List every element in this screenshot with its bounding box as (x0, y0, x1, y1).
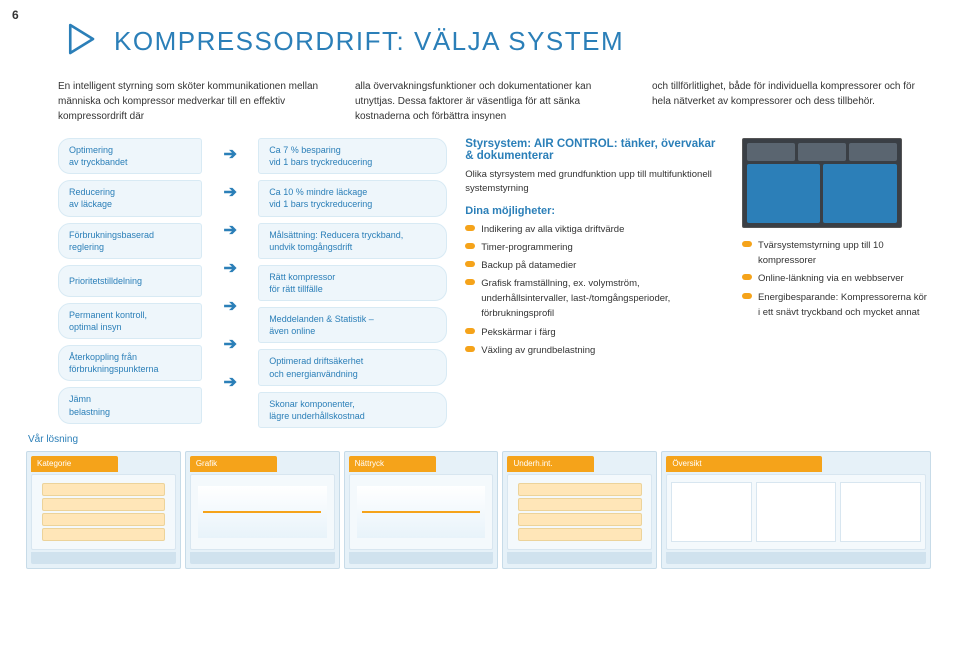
feature-bullet: Grafisk framställning, ex. volymström, u… (465, 276, 724, 322)
arrow-right-icon: ➔ (224, 296, 237, 316)
chip-right-3: Rätt kompressorför rätt tillfälle (258, 265, 447, 301)
title-row: KOMPRESSORDRIFT: VÄLJA SYSTEM (58, 18, 931, 65)
arrow-column: ➔ ➔ ➔ ➔ ➔ ➔ ➔ (220, 138, 240, 428)
intro-columns: En intelligent styrning som sköter kommu… (58, 79, 931, 124)
dash-panel-kategorie: Kategorie (26, 451, 181, 569)
solution-label: Vår lösning (28, 434, 931, 445)
chip-right-1: Ca 10 % mindre läckagevid 1 bars tryckre… (258, 180, 447, 216)
dash-panel-underh: Underh.int. (502, 451, 657, 569)
feature-bullets: Indikering av alla viktiga driftvärde Ti… (465, 222, 724, 359)
intro-col-1: En intelligent styrning som sköter kommu… (58, 79, 337, 124)
right-bullet: Tvärsystemstyrning upp till 10 kompresso… (742, 238, 931, 268)
feature-bullet: Indikering av alla viktiga driftvärde (465, 222, 724, 237)
chip-left-2: Förbrukningsbaseradreglering (58, 223, 202, 259)
chip-left-0: Optimeringav tryckbandet (58, 138, 202, 174)
chip-right-6: Skonar komponenter,lägre underhållskostn… (258, 392, 447, 428)
page-number: 6 (12, 8, 19, 22)
intro-col-3: och tillförlitlighet, både för individue… (652, 79, 931, 124)
feature-column: Styrsystem: AIR CONTROL: tänker, övervak… (465, 138, 724, 428)
feature-bullet: Växling av grundbelastning (465, 343, 724, 358)
dash-panel-oversikt: Översikt (661, 451, 931, 569)
intro-col-2: alla övervakningsfunktioner och dokument… (355, 79, 634, 124)
arrow-right-icon: ➔ (224, 334, 237, 354)
play-outline-icon (58, 18, 100, 65)
arrow-right-icon: ➔ (224, 258, 237, 278)
arrow-right-icon: ➔ (224, 182, 237, 202)
hmi-screenshot-thumb (742, 138, 902, 228)
feature-bullet: Backup på datamedier (465, 258, 724, 273)
right-bullet: Energibesparande: Kompressorerna kör i e… (742, 290, 931, 320)
feature-bullet: Pekskärmar i färg (465, 325, 724, 340)
page-title: KOMPRESSORDRIFT: VÄLJA SYSTEM (114, 26, 624, 57)
dash-panel-grafik: Grafik (185, 451, 340, 569)
right-chip-column: Ca 7 % besparingvid 1 bars tryckreduceri… (258, 138, 447, 428)
dash-tab: Översikt (666, 456, 822, 472)
chip-right-5: Optimerad driftsäkerhetoch energianvändn… (258, 349, 447, 385)
dash-panel-nattryck: Nättryck (344, 451, 499, 569)
arrow-right-icon: ➔ (224, 144, 237, 164)
right-column: Tvärsystemstyrning upp till 10 kompresso… (742, 138, 931, 428)
chip-right-0: Ca 7 % besparingvid 1 bars tryckreduceri… (258, 138, 447, 174)
chip-left-3: Prioritetstilldelning (58, 265, 202, 297)
feature-section-title: Dina möjligheter: (465, 205, 724, 217)
chip-left-5: Återkoppling frånförbrukningspunkterna (58, 345, 202, 381)
dashboard-row: Kategorie Grafik Nättryck Underh.int. Öv… (26, 451, 931, 569)
feature-bullet: Timer-programmering (465, 240, 724, 255)
arrow-right-icon: ➔ (224, 372, 237, 392)
right-bullet: Online-länkning via en webbserver (742, 271, 931, 286)
chip-left-4: Permanent kontroll,optimal insyn (58, 303, 202, 339)
chip-left-6: Jämnbelastning (58, 387, 202, 423)
dash-tab: Underh.int. (507, 456, 594, 472)
chip-right-4: Meddelanden & Statistik –även online (258, 307, 447, 343)
chip-left-1: Reduceringav läckage (58, 180, 202, 216)
feature-sub: Olika styrsystem med grundfunktion upp t… (465, 168, 724, 197)
feature-heading: Styrsystem: AIR CONTROL: tänker, övervak… (465, 138, 724, 162)
right-bullets: Tvärsystemstyrning upp till 10 kompresso… (742, 238, 931, 320)
left-chip-column: Optimeringav tryckbandet Reduceringav lä… (58, 138, 202, 428)
dash-tab: Kategorie (31, 456, 118, 472)
chip-right-2: Målsättning: Reducera tryckband,undvik t… (258, 223, 447, 259)
dash-tab: Grafik (190, 456, 277, 472)
arrow-right-icon: ➔ (224, 220, 237, 240)
dash-tab: Nättryck (349, 456, 436, 472)
